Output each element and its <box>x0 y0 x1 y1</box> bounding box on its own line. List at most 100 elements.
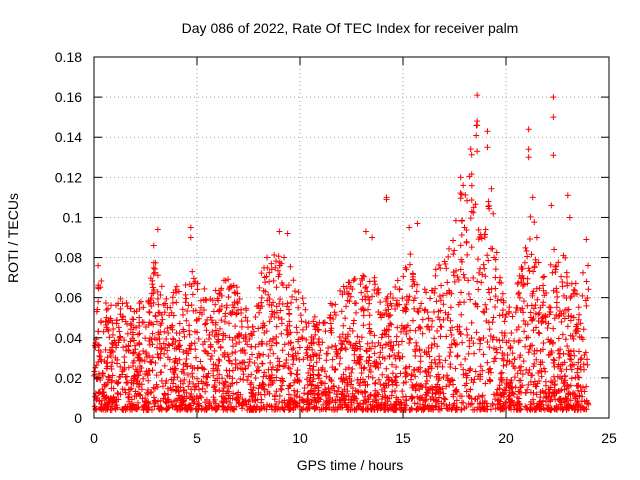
data-point <box>354 333 361 340</box>
data-point <box>491 355 498 362</box>
data-point <box>238 323 245 330</box>
data-point <box>95 328 102 335</box>
data-point <box>568 312 575 319</box>
data-point <box>136 330 143 337</box>
data-point <box>579 269 586 276</box>
data-point <box>567 294 574 301</box>
data-point <box>371 332 378 339</box>
data-point <box>437 297 444 304</box>
data-point <box>578 355 585 362</box>
data-point <box>452 341 459 348</box>
data-point <box>117 295 124 302</box>
data-point <box>220 380 227 387</box>
data-point <box>211 333 218 340</box>
data-point <box>295 304 302 311</box>
data-point <box>437 265 444 272</box>
data-point <box>208 317 215 324</box>
data-point <box>103 360 110 367</box>
data-point <box>399 295 406 302</box>
data-point <box>222 310 229 317</box>
data-point <box>122 374 129 381</box>
data-point <box>553 299 560 306</box>
data-point <box>161 309 168 316</box>
data-point <box>349 406 356 413</box>
data-point <box>450 391 457 398</box>
data-point <box>285 351 292 358</box>
data-point <box>260 383 267 390</box>
data-point <box>217 344 224 351</box>
data-point <box>404 297 411 304</box>
outlier-point <box>264 254 271 261</box>
data-point <box>294 329 301 336</box>
data-point <box>195 395 202 402</box>
data-point <box>200 307 207 314</box>
data-point <box>358 289 365 296</box>
data-point <box>381 311 388 318</box>
x-tick-label: 15 <box>395 430 411 446</box>
data-point <box>438 282 445 289</box>
data-point <box>225 294 232 301</box>
data-point <box>281 341 288 348</box>
data-point <box>530 327 537 334</box>
data-point <box>216 371 223 378</box>
data-point <box>541 365 548 372</box>
data-point <box>108 302 115 309</box>
data-point <box>342 399 349 406</box>
data-point <box>225 392 232 399</box>
data-point <box>373 403 380 410</box>
data-point <box>169 294 176 301</box>
data-point <box>343 285 350 292</box>
data-point <box>223 302 230 309</box>
data-point <box>164 385 171 392</box>
data-point <box>336 333 343 340</box>
data-point <box>489 400 496 407</box>
data-point <box>489 402 496 409</box>
data-point <box>121 365 128 372</box>
data-point <box>497 391 504 398</box>
data-point <box>409 384 416 391</box>
data-point <box>534 296 541 303</box>
data-point <box>479 400 486 407</box>
data-point <box>155 405 162 412</box>
data-point <box>475 286 482 293</box>
data-point <box>242 365 249 372</box>
data-point <box>250 384 257 391</box>
data-point <box>538 315 545 322</box>
data-point <box>252 397 259 404</box>
data-point <box>579 292 586 299</box>
data-point <box>254 354 261 361</box>
data-point <box>397 399 404 406</box>
data-point <box>548 394 555 401</box>
data-point <box>484 359 491 366</box>
data-point <box>121 337 128 344</box>
data-point <box>501 330 508 337</box>
data-point <box>485 369 492 376</box>
data-point <box>297 312 304 319</box>
data-point <box>513 406 520 413</box>
data-point <box>422 367 429 374</box>
data-point <box>186 331 193 338</box>
data-point <box>211 396 218 403</box>
data-point <box>551 357 558 364</box>
data-point <box>349 365 356 372</box>
data-point <box>441 258 448 265</box>
data-point <box>108 363 115 370</box>
data-point <box>115 339 122 346</box>
data-point <box>439 385 446 392</box>
data-point <box>335 404 342 411</box>
data-point <box>517 352 524 359</box>
data-point <box>165 398 172 405</box>
data-point <box>534 403 541 410</box>
data-point <box>467 296 474 303</box>
data-point <box>174 374 181 381</box>
data-point <box>222 395 229 402</box>
data-point <box>375 289 382 296</box>
data-point <box>479 367 486 374</box>
data-point <box>503 311 510 318</box>
data-point <box>359 376 366 383</box>
data-point <box>382 394 389 401</box>
data-point <box>552 268 559 275</box>
data-point <box>427 372 434 379</box>
data-point <box>377 342 384 349</box>
